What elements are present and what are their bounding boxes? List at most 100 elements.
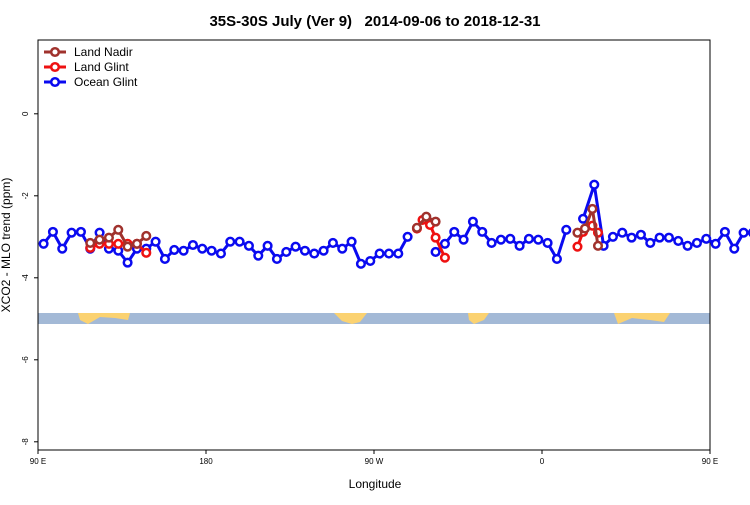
legend-label: Land Glint	[74, 60, 129, 74]
point	[617, 227, 628, 238]
point	[533, 234, 544, 245]
point	[75, 226, 86, 237]
y-tick-label: -4	[21, 274, 30, 282]
point	[402, 231, 413, 242]
x-tick-label: 90 W	[365, 457, 384, 466]
point	[505, 233, 516, 244]
point	[729, 243, 740, 254]
point	[691, 237, 702, 248]
point	[578, 213, 589, 224]
y-tick-label: -2	[21, 192, 30, 200]
point	[682, 240, 693, 251]
point	[281, 246, 292, 258]
point	[38, 238, 49, 249]
point	[290, 241, 301, 252]
point	[430, 246, 441, 258]
point	[197, 243, 208, 254]
point	[94, 234, 105, 245]
point	[542, 237, 553, 248]
land-strip	[468, 313, 489, 324]
land-strip	[334, 313, 367, 324]
point	[253, 250, 264, 261]
point	[383, 248, 394, 259]
point	[486, 237, 497, 248]
y-tick-label: -6	[21, 356, 30, 364]
point	[113, 224, 124, 235]
y-tick-label: 0	[21, 111, 30, 116]
y-axis-label: XCO2 - MLO trend (ppm)	[0, 178, 13, 313]
point	[592, 240, 604, 251]
point	[561, 224, 572, 235]
point	[663, 232, 674, 243]
point	[187, 239, 198, 251]
point	[159, 253, 170, 264]
point	[318, 245, 329, 256]
point	[337, 243, 348, 254]
x-axis-label: Longitude	[349, 477, 402, 491]
point	[374, 248, 385, 259]
point	[169, 244, 180, 255]
point	[430, 216, 441, 227]
point	[150, 236, 161, 247]
chart-title: 35S-30S July (Ver 9) 2014-09-06 to 2018-…	[209, 13, 540, 30]
point	[673, 235, 684, 246]
point	[645, 237, 656, 248]
point	[589, 179, 600, 190]
point	[654, 232, 665, 243]
point	[225, 236, 236, 247]
point	[607, 231, 618, 242]
point	[449, 226, 460, 237]
point	[215, 248, 226, 259]
point	[355, 258, 366, 269]
point	[327, 237, 338, 248]
point	[103, 232, 114, 243]
land-strip	[78, 313, 130, 324]
point	[141, 247, 152, 258]
point	[572, 227, 583, 238]
point	[572, 241, 583, 252]
point	[514, 240, 525, 251]
point	[710, 238, 721, 249]
point	[141, 230, 152, 242]
legend-label: Ocean Glint	[74, 75, 138, 89]
point	[309, 248, 320, 259]
point	[393, 248, 404, 259]
point	[66, 227, 77, 238]
ocean-strip	[38, 313, 710, 324]
land-strip	[614, 313, 670, 324]
point	[495, 234, 506, 245]
point	[262, 240, 273, 251]
point	[365, 255, 376, 267]
point	[579, 223, 590, 234]
point	[57, 243, 68, 254]
point	[421, 211, 432, 222]
point	[738, 227, 749, 238]
legend-label: Land Nadir	[74, 45, 133, 59]
legend-marker	[49, 61, 61, 73]
point	[458, 234, 469, 245]
x-tick-label: 180	[199, 457, 213, 466]
point	[635, 229, 646, 240]
point	[430, 232, 441, 243]
point	[346, 236, 357, 247]
point	[131, 238, 142, 249]
x-tick-label: 90 E	[702, 457, 718, 466]
point	[477, 226, 488, 237]
legend-marker	[49, 76, 61, 88]
point	[122, 241, 133, 252]
point	[701, 233, 712, 244]
point	[411, 222, 422, 233]
point	[523, 233, 534, 244]
point	[626, 232, 637, 243]
point	[234, 236, 245, 247]
point	[467, 216, 478, 227]
point	[178, 245, 189, 256]
x-tick-label: 90 E	[30, 457, 46, 466]
point	[439, 238, 450, 249]
point	[47, 226, 58, 237]
point	[439, 252, 450, 263]
map-strip	[38, 313, 710, 324]
point	[113, 238, 124, 249]
